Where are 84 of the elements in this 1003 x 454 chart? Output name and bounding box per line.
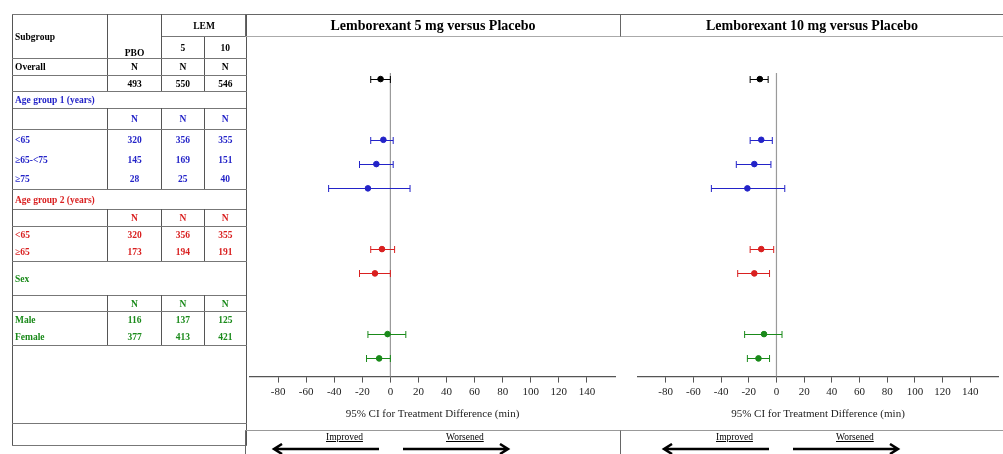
chart-title: Lemborexant 10 mg versus Placebo bbox=[620, 14, 1003, 37]
x-tick-label: 40 bbox=[441, 385, 453, 398]
chart-title: Lemborexant 5 mg versus Placebo bbox=[245, 14, 620, 37]
text: 355 bbox=[204, 226, 247, 244]
text: Sex bbox=[12, 261, 247, 296]
text: 356 bbox=[161, 129, 205, 150]
text: Improved bbox=[326, 432, 363, 442]
text: N bbox=[107, 295, 162, 312]
text: PBO bbox=[107, 14, 162, 59]
text: Age group 1 (years) bbox=[12, 91, 247, 109]
x-tick-label: 140 bbox=[962, 385, 980, 398]
text: 169 bbox=[161, 149, 205, 170]
text: Improved bbox=[716, 432, 753, 442]
text: 116 bbox=[107, 311, 162, 329]
text: 355 bbox=[204, 129, 247, 150]
x-tick-label: 100 bbox=[906, 385, 924, 398]
text: N bbox=[204, 209, 247, 227]
text: Female bbox=[12, 328, 108, 346]
x-tick-label: 100 bbox=[522, 385, 540, 398]
text: LEM bbox=[161, 14, 247, 37]
text: N bbox=[107, 108, 162, 130]
x-tick-label: 0 bbox=[387, 385, 394, 398]
x-tick-label: 80 bbox=[881, 385, 894, 398]
text: 191 bbox=[204, 243, 247, 262]
text: 145 bbox=[107, 149, 162, 170]
text: 25 bbox=[161, 169, 205, 190]
text: 40 bbox=[204, 169, 247, 190]
text: 320 bbox=[107, 129, 162, 150]
x-tick-label: -20 bbox=[741, 385, 757, 398]
text: N bbox=[161, 295, 205, 312]
text: N bbox=[107, 58, 162, 76]
text: 421 bbox=[204, 328, 247, 346]
text: 151 bbox=[204, 149, 247, 170]
text: Worsened bbox=[836, 432, 874, 442]
x-tick-label: 20 bbox=[798, 385, 811, 398]
text: N bbox=[204, 58, 247, 76]
text: 320 bbox=[107, 226, 162, 244]
text: 194 bbox=[161, 243, 205, 262]
text: 173 bbox=[107, 243, 162, 262]
text: Subgroup bbox=[12, 14, 108, 59]
text: 493 bbox=[107, 75, 162, 92]
text: 125 bbox=[204, 311, 247, 329]
text: ≥65-<75 bbox=[12, 149, 108, 170]
x-tick-label: -40 bbox=[326, 385, 343, 398]
x-tick-label: -80 bbox=[270, 385, 286, 398]
x-tick-label: 60 bbox=[854, 385, 866, 398]
text: Overall bbox=[12, 58, 108, 76]
x-tick-label: 120 bbox=[550, 385, 568, 398]
x-axis-title: 95% CI for Treatment Difference (min) bbox=[345, 407, 520, 421]
x-tick-label: 140 bbox=[578, 385, 596, 398]
x-tick-label: -40 bbox=[713, 385, 729, 398]
text: N bbox=[204, 108, 247, 130]
text: N bbox=[161, 209, 205, 227]
x-tick-label: 0 bbox=[773, 385, 780, 398]
text: Worsened bbox=[446, 432, 484, 442]
text: <65 bbox=[12, 226, 108, 244]
x-tick-label: -20 bbox=[354, 385, 371, 398]
text: N bbox=[107, 209, 162, 227]
text: N bbox=[204, 295, 247, 312]
text: 550 bbox=[161, 75, 205, 92]
x-tick-label: 60 bbox=[469, 385, 481, 398]
x-tick-label: -60 bbox=[298, 385, 314, 398]
text: 5 bbox=[161, 36, 205, 59]
x-axis-title: 95% CI for Treatment Difference (min) bbox=[731, 407, 906, 421]
x-tick-label: 80 bbox=[497, 385, 509, 398]
text: 10 bbox=[204, 36, 247, 59]
x-tick-label: 20 bbox=[412, 385, 425, 398]
text: 546 bbox=[204, 75, 247, 92]
text: N bbox=[161, 108, 205, 130]
text: 28 bbox=[107, 169, 162, 190]
text: 137 bbox=[161, 311, 205, 329]
x-tick-label: -80 bbox=[658, 385, 674, 398]
text: ≥75 bbox=[12, 169, 108, 190]
text: Age group 2 (years) bbox=[12, 189, 247, 210]
text: ≥65 bbox=[12, 243, 108, 262]
text: <65 bbox=[12, 129, 108, 150]
x-tick-label: 40 bbox=[826, 385, 838, 398]
x-tick-label: -60 bbox=[686, 385, 702, 398]
text: 413 bbox=[161, 328, 205, 346]
x-tick-label: 120 bbox=[934, 385, 952, 398]
text: Male bbox=[12, 311, 108, 329]
text: 356 bbox=[161, 226, 205, 244]
text: 377 bbox=[107, 328, 162, 346]
text: N bbox=[161, 58, 205, 76]
